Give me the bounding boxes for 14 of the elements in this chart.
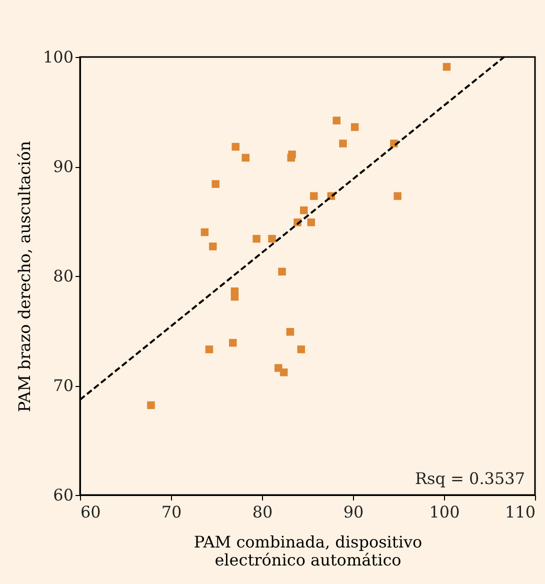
x-tick-label: 100	[429, 502, 460, 522]
annotation: Rsq = 0.3537	[414, 469, 525, 488]
y-tick-label: 70	[53, 376, 74, 395]
y-axis-title: PAM brazo derecho, auscultación	[14, 140, 34, 412]
x-tick-label: 110	[504, 502, 536, 522]
x-tick-label: 70	[161, 502, 182, 522]
y-tick-label: 90	[53, 157, 74, 176]
y-tick-label: 80	[53, 266, 74, 286]
x-tick-label: 60	[80, 502, 101, 522]
y-tick-label: 60	[53, 486, 74, 504]
x-tick-label: 90	[343, 502, 364, 522]
x-tick-label: 80	[252, 502, 273, 522]
y-tick-label: 100	[42, 48, 74, 66]
x-axis-title: PAM combinada, dispositivo electrónico automático	[194, 532, 422, 570]
